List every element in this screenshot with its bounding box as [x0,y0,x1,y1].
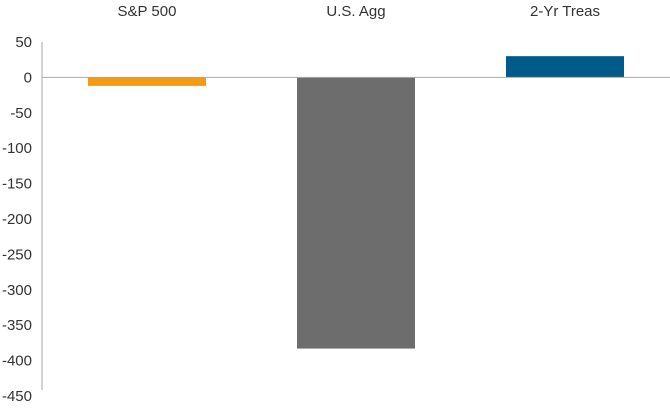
y-tick-label: 0 [24,69,32,86]
y-tick-label: 50 [15,34,32,51]
bar-sp500 [88,77,206,86]
y-tick-label: -300 [2,282,32,299]
y-tick-label: -450 [2,388,32,405]
y-tick-label: -350 [2,317,32,334]
bar-2yr-treas [506,56,624,78]
y-tick-label: -150 [2,176,32,193]
y-tick-label: -50 [10,105,32,122]
category-label-us-agg: U.S. Agg [326,3,385,20]
y-tick-label: -250 [2,246,32,263]
category-label-2yr-treas: 2-Yr Treas [530,3,600,20]
axes [41,42,670,390]
y-axis-tick-labels: 50 0 -50 -100 -150 -200 -250 -300 -350 -… [2,34,32,405]
y-tick-label: -200 [2,211,32,228]
bars [88,56,624,349]
bar-us-agg [297,77,415,349]
category-label-sp500: S&P 500 [118,3,177,20]
category-labels: S&P 500 U.S. Agg 2-Yr Treas [118,3,600,20]
y-tick-label: -100 [2,140,32,157]
y-tick-label: -400 [2,353,32,370]
